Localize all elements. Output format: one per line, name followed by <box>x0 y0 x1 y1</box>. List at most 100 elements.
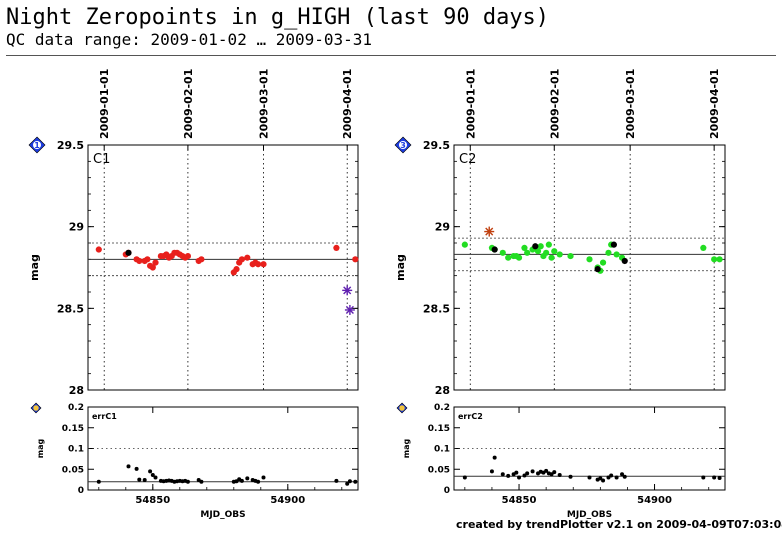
data-point-0-12 <box>537 243 544 250</box>
data-point-0-33 <box>353 479 358 484</box>
panel-label: errC1 <box>92 412 117 421</box>
data-point-0-15 <box>545 241 552 248</box>
y-tick-label: 0 <box>444 486 450 496</box>
data-point-0-7 <box>517 475 522 480</box>
data-point-0-22 <box>598 476 603 481</box>
panel-badge-top_right-ring <box>399 141 407 149</box>
plot-frame <box>453 144 726 391</box>
data-point-0-29 <box>711 256 718 263</box>
data-point-0-20 <box>586 256 593 263</box>
data-point-0-30 <box>716 256 723 263</box>
date-tick-label: 2009-01-01 <box>464 69 477 139</box>
data-point-0-3 <box>137 477 142 482</box>
data-point-0-2 <box>492 455 497 460</box>
data-point-0-18 <box>556 251 563 258</box>
data-point-0-17 <box>551 248 558 255</box>
data-point-0-31 <box>260 261 267 268</box>
data-point-0-19 <box>567 252 574 260</box>
data-point-0-0 <box>462 475 467 480</box>
date-tick-label: 2009-01-01 <box>98 69 111 139</box>
data-point-0-4 <box>136 257 143 265</box>
data-point-0-2 <box>134 466 139 471</box>
x-tick-label: 54850 <box>135 495 170 506</box>
data-point-0-9 <box>524 249 531 256</box>
data-point-0-4 <box>506 473 511 478</box>
data-point-0-22 <box>198 256 205 263</box>
data-point-0-14 <box>543 249 550 256</box>
data-point-1-1 <box>532 243 539 250</box>
data-point-0-31 <box>717 475 722 480</box>
data-point-0-28 <box>700 244 707 251</box>
data-point-0-20 <box>184 252 191 260</box>
footer-credit: created by trendPlotter v2.1 on 2009-04-… <box>456 518 782 531</box>
panel-badge-bottom_right-dot <box>399 405 405 411</box>
page-subtitle: QC data range: 2009-01-02 … 2009-03-31 <box>6 30 373 49</box>
data-point-0-7 <box>153 475 158 480</box>
data-point-0-10 <box>530 469 535 474</box>
data-point-0-6 <box>144 256 151 263</box>
y-tick-label: 29 <box>69 221 84 234</box>
y-tick-label: 28 <box>69 384 84 397</box>
chart-panel-c1: 28 28.5 29 29.5 mag C1 2009-01-01 2009-02-01 200… <box>28 69 359 397</box>
data-point-0-24 <box>233 266 240 273</box>
chart-panel-c2: 28 28.5 29 29.5 mag C2 2009-01-01 2009-02-01 200… <box>394 69 726 397</box>
data-point-0-27 <box>244 254 251 261</box>
panel-label: errC2 <box>458 412 483 421</box>
data-point-0-20 <box>587 475 592 480</box>
data-point-0-23 <box>601 478 606 483</box>
data-point-0-33 <box>352 256 359 263</box>
data-point-0-24 <box>239 478 244 483</box>
chart-panel-errc1: 0 0.05 0.1 0.15 0.2 mag errC1 54850 54900 MJD_OBS <box>36 403 359 520</box>
y-tick-label: 29.5 <box>423 139 450 152</box>
y-tick-label: 0.2 <box>434 403 450 413</box>
data-point-0-30 <box>334 478 339 483</box>
data-point-0-6 <box>150 473 155 478</box>
data-point-0-8 <box>149 264 156 271</box>
page-title: Night Zeropoints in g_HIGH (last 90 days… <box>6 5 550 30</box>
data-point-0-11 <box>534 248 542 255</box>
y-tick-label: 29 <box>435 221 450 234</box>
data-point-0-32 <box>333 244 340 251</box>
data-point-0-29 <box>261 475 266 480</box>
y-axis-label: mag <box>394 254 407 281</box>
data-star-2-0 <box>485 227 494 236</box>
data-point-0-19 <box>568 474 573 479</box>
data-point-0-23 <box>599 259 607 266</box>
y-tick-label: 0.05 <box>62 465 84 475</box>
data-point-0-25 <box>245 476 250 481</box>
data-point-0-27 <box>620 472 625 477</box>
date-tick-label: 2009-04-01 <box>708 69 721 139</box>
plot-frame <box>87 144 359 391</box>
data-point-0-31 <box>345 481 350 486</box>
data-point-0-16 <box>548 254 555 261</box>
data-point-0-29 <box>701 475 706 480</box>
panel-label: C1 <box>93 152 110 167</box>
y-tick-label: 28.5 <box>57 302 84 315</box>
data-star-2-1 <box>345 305 354 314</box>
data-point-0-3 <box>499 249 506 256</box>
data-point-0-4 <box>505 254 512 261</box>
y-tick-label: 0.1 <box>68 445 84 455</box>
data-point-0-26 <box>614 475 619 480</box>
data-point-0-4 <box>142 478 147 483</box>
date-tick-label: 2009-03-01 <box>624 69 637 139</box>
x-tick-label: 54900 <box>270 495 305 506</box>
data-point-0-20 <box>199 479 204 484</box>
data-point-0-5 <box>148 469 153 474</box>
data-point-0-26 <box>613 251 620 258</box>
data-point-0-1 <box>489 469 494 474</box>
data-point-1-0 <box>491 246 498 253</box>
date-tick-label: 2009-02-01 <box>548 69 561 139</box>
data-point-0-3 <box>500 472 505 477</box>
data-point-0-0 <box>96 479 101 484</box>
y-axis-label: mag <box>28 254 41 281</box>
y-axis-label: mag <box>402 439 411 459</box>
date-tick-label: 2009-02-01 <box>182 69 195 139</box>
y-tick-label: 0.05 <box>428 465 450 475</box>
y-tick-label: 0.15 <box>62 424 84 434</box>
x-axis-label: MJD_OBS <box>567 510 612 520</box>
y-tick-label: 29.5 <box>57 139 84 152</box>
data-point-0-16 <box>549 472 554 477</box>
data-point-1-3 <box>610 241 617 248</box>
y-tick-label: 0 <box>78 486 84 496</box>
